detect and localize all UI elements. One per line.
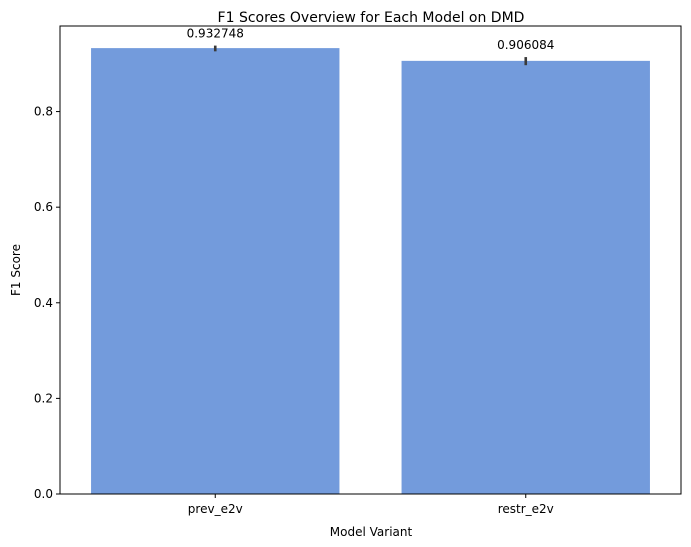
x-tick-label-restr_e2v: restr_e2v: [498, 502, 554, 516]
data-label-prev_e2v: 0.932748: [187, 27, 244, 41]
x-tick-label-prev_e2v: prev_e2v: [188, 502, 243, 516]
x-axis-label: Model Variant: [330, 525, 413, 539]
bar-restr_e2v: [401, 60, 650, 495]
bar-prev_e2v: [91, 48, 340, 495]
y-tick-label-1: 0.2: [34, 391, 53, 405]
y-axis-label: F1 Score: [9, 244, 23, 296]
plot-area: 0.932748 prev_e2v 0.906084 restr_e2v 0.0 0.2 0…: [34, 25, 682, 516]
y-tick-label-4: 0.8: [34, 105, 53, 119]
plot-frame: [59, 25, 682, 495]
y-tick-label-2: 0.4: [34, 296, 53, 310]
data-label-restr_e2v: 0.906084: [497, 38, 554, 52]
y-tick-label-0: 0.0: [34, 487, 53, 501]
y-tick-label-3: 0.6: [34, 200, 53, 214]
chart-title: F1 Scores Overview for Each Model on DMD: [218, 10, 525, 26]
